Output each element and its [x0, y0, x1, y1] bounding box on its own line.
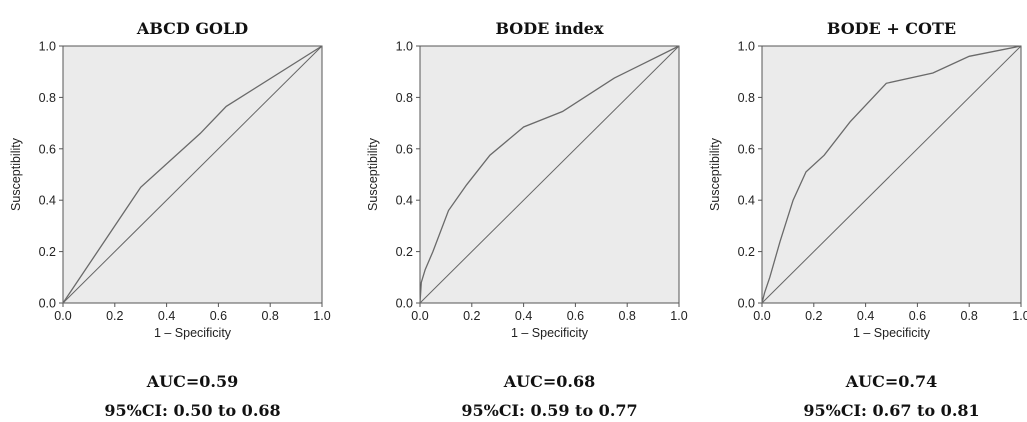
y-tick-label: 0.0 [396, 297, 413, 311]
y-tick-label: 0.8 [738, 91, 755, 105]
ci-label: 95%CI: 0.67 to 0.81 [803, 401, 979, 420]
ci-label: 95%CI: 0.59 to 0.77 [461, 401, 637, 420]
y-tick-label: 0.8 [39, 91, 56, 105]
y-tick-label: 0.6 [396, 142, 413, 156]
x-tick-label: 1.0 [313, 309, 330, 323]
roc-curve [761, 45, 1022, 304]
x-tick-label: 0.2 [463, 309, 480, 323]
auc-label: AUC=0.68 [503, 372, 595, 391]
chart-title: BODE + COTE [827, 19, 956, 38]
reference-diagonal [62, 45, 323, 304]
y-tick-label: 0.4 [738, 194, 755, 208]
auc-label: AUC=0.59 [146, 372, 238, 391]
roc-panel-1: ABCD GOLD 0.00.0 0.2 0.2 0.4 0.4 0.6 0.6 0.8 0.8 1… [9, 19, 331, 420]
reference-diagonal [419, 45, 680, 304]
x-tick-label: 0.0 [54, 309, 71, 323]
x-tick-label: 0.6 [210, 309, 227, 323]
x-axis-label: 1 – Specificity [853, 326, 931, 340]
y-tick-label: 0.4 [396, 194, 413, 208]
x-axis-label: 1 – Specificity [154, 326, 232, 340]
chart-title: BODE index [495, 19, 603, 38]
y-tick-label: 0.0 [39, 297, 56, 311]
x-tick-label: 0.4 [158, 309, 175, 323]
y-axis-label: Susceptibility [366, 137, 380, 211]
x-tick-label: 0.6 [909, 309, 926, 323]
y-axis-label: Susceptibility [9, 137, 23, 211]
x-tick-label: 0.8 [262, 309, 279, 323]
y-tick-label: 0.0 [738, 297, 755, 311]
x-axis-label: 1 – Specificity [511, 326, 589, 340]
x-tick-label: 0.8 [961, 309, 978, 323]
y-axis-label: Susceptibility [708, 137, 722, 211]
y-tick-label: 1.0 [738, 40, 755, 54]
y-tick-label: 0.8 [396, 91, 413, 105]
roc-panel-2: BODE index 0.00.0 0.2 0.2 0.4 0.4 0.6 0.6 0.8 0.8… [366, 19, 688, 420]
ci-label: 95%CI: 0.50 to 0.68 [104, 401, 280, 420]
x-tick-label: 0.6 [567, 309, 584, 323]
y-tick-label: 0.2 [396, 245, 413, 259]
y-tick-label: 0.6 [39, 142, 56, 156]
y-tick-label: 1.0 [396, 40, 413, 54]
y-tick-label: 0.2 [738, 245, 755, 259]
x-tick-label: 0.4 [515, 309, 532, 323]
y-tick-label: 1.0 [39, 40, 56, 54]
roc-curve [419, 45, 680, 304]
x-tick-label: 0.8 [619, 309, 636, 323]
roc-curve [62, 45, 323, 304]
auc-label: AUC=0.74 [845, 372, 937, 391]
x-tick-label: 0.0 [753, 309, 770, 323]
x-tick-label: 1.0 [670, 309, 687, 323]
x-tick-label: 0.0 [411, 309, 428, 323]
x-tick-label: 0.4 [857, 309, 874, 323]
chart-title: ABCD GOLD [136, 19, 248, 38]
y-tick-label: 0.6 [738, 142, 755, 156]
x-tick-label: 1.0 [1012, 309, 1027, 323]
x-tick-label: 0.2 [805, 309, 822, 323]
roc-panel-3: BODE + COTE 0.00.0 0.2 0.2 0.4 0.4 0.6 0.6 0.8 0.… [708, 19, 1027, 420]
x-tick-label: 0.2 [106, 309, 123, 323]
reference-diagonal [761, 45, 1022, 304]
y-tick-label: 0.2 [39, 245, 56, 259]
y-tick-label: 0.4 [39, 194, 56, 208]
